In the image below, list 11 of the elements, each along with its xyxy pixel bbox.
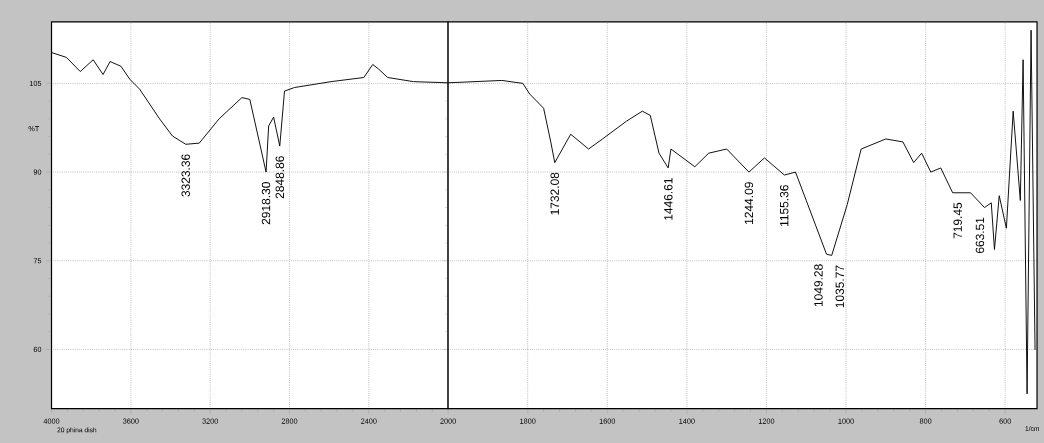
annotation: 1155.36 [779, 184, 789, 226]
annotation: 1035.77 [835, 265, 845, 308]
annotation: 1244.09 [744, 182, 754, 224]
annotation: 2848.86 [275, 155, 285, 199]
annotation: 663.51 [975, 217, 985, 253]
annotation: 1049.28 [814, 264, 823, 306]
annotation: 3323.36 [181, 154, 190, 197]
annotation: 1732.08 [550, 172, 559, 215]
annotation: 2918.30 [261, 181, 271, 225]
annotation: 1446.61 [664, 177, 673, 220]
annotation: 719.45 [953, 202, 962, 239]
